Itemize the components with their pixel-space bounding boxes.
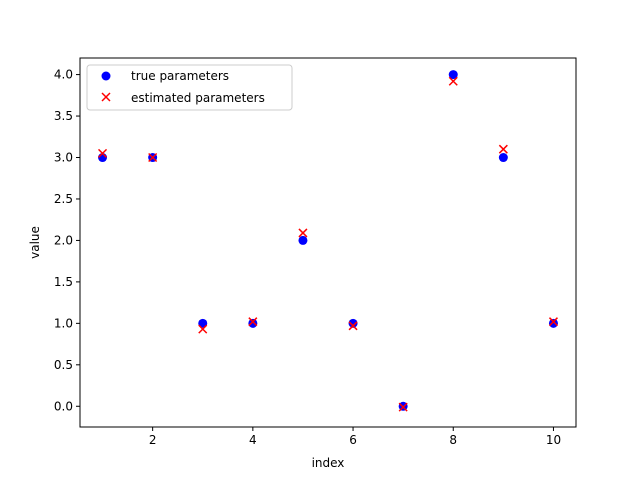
y-tick-label: 1.5 (54, 275, 73, 289)
x-marker-stroke (348, 321, 358, 331)
series-0 (98, 70, 558, 411)
legend-label-true-parameters: true parameters (131, 69, 229, 83)
legend-marker-estimated-parameters (101, 92, 111, 102)
estimated-parameter-point (348, 321, 358, 331)
true-parameter-point (198, 318, 208, 328)
y-tick-label: 0.0 (54, 399, 73, 413)
true-parameter-point (348, 318, 358, 328)
legend: true parameters estimated parameters (86, 64, 293, 111)
x-axis-ticks: 2 4 6 8 10 (149, 427, 561, 447)
y-axis-ticks: 0.0 0.5 1.0 1.5 2.0 2.5 3.0 3.5 4.0 (54, 68, 80, 413)
y-tick-label: 1.0 (54, 316, 73, 330)
true-parameter-point (498, 153, 508, 163)
estimated-parameter-point (148, 152, 158, 163)
y-axis-label: value (28, 226, 42, 259)
x-tick-label: 2 (149, 433, 157, 447)
x-marker-stroke (298, 228, 308, 238)
y-tick-label: 2.5 (54, 192, 73, 206)
series-layer (98, 70, 558, 412)
x-marker-stroke (548, 317, 558, 327)
true-parameter-point (248, 318, 258, 328)
true-parameter-point (548, 318, 558, 328)
estimated-parameter-point (198, 324, 208, 334)
x-marker-stroke (98, 148, 108, 158)
y-tick-label: 3.0 (54, 151, 73, 165)
x-tick-label: 10 (546, 433, 561, 447)
x-marker-stroke (398, 402, 408, 412)
legend-marker-true-parameters (101, 71, 111, 81)
estimated-parameter-point (398, 402, 408, 412)
y-tick-label: 3.5 (54, 109, 73, 123)
x-tick-label: 8 (449, 433, 457, 447)
plot-area (79, 57, 577, 428)
y-tick-label: 4.0 (54, 68, 73, 82)
x-marker-stroke (248, 317, 258, 327)
true-parameter-point (448, 70, 458, 80)
legend-frame (86, 64, 293, 111)
y-tick-label: 0.5 (54, 358, 73, 372)
y-tick-label: 2.0 (54, 233, 73, 247)
series-1 (98, 76, 558, 412)
estimated-parameter-point (298, 228, 308, 238)
estimated-parameter-point (98, 148, 108, 158)
estimated-parameter-point (498, 144, 508, 154)
true-parameter-point (298, 235, 308, 245)
x-marker-stroke (148, 152, 158, 163)
estimated-parameter-point (448, 76, 458, 86)
x-marker-stroke (498, 144, 508, 154)
x-axis-label: index (312, 456, 345, 470)
x-tick-label: 4 (249, 433, 257, 447)
x-marker-stroke (198, 324, 208, 334)
estimated-parameter-point (548, 317, 558, 327)
x-tick-label: 6 (349, 433, 357, 447)
estimated-parameter-point (248, 317, 258, 327)
x-marker-stroke (448, 76, 458, 86)
legend-label-estimated-parameters: estimated parameters (131, 91, 265, 105)
plot-frame (79, 57, 577, 428)
